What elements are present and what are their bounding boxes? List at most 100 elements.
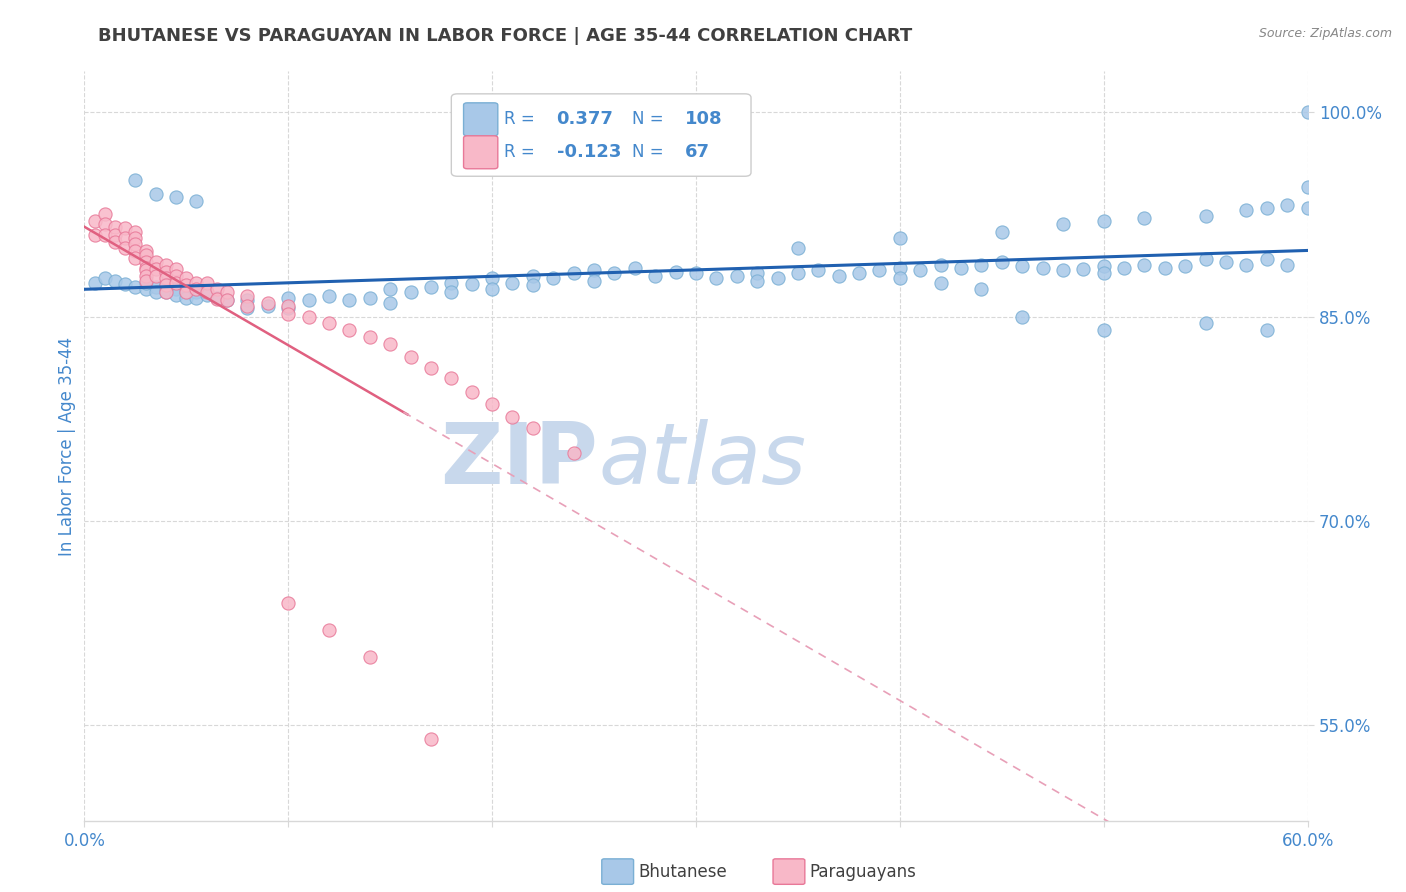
Point <box>1032 260 1054 275</box>
Point <box>1256 252 1278 267</box>
Point <box>807 263 830 277</box>
Point <box>277 307 299 321</box>
Point <box>624 260 647 275</box>
Point <box>665 265 688 279</box>
FancyBboxPatch shape <box>464 136 498 169</box>
Point <box>205 282 228 296</box>
Point <box>155 277 177 291</box>
Point <box>277 596 299 610</box>
Point <box>889 230 911 244</box>
Point <box>1052 217 1074 231</box>
Point <box>83 276 105 290</box>
Point <box>145 268 167 283</box>
Point <box>114 230 136 244</box>
Point <box>93 271 115 285</box>
Point <box>277 291 299 305</box>
Point <box>481 282 503 296</box>
Point <box>522 421 544 435</box>
Text: atlas: atlas <box>598 419 806 502</box>
Point <box>1174 259 1197 273</box>
FancyBboxPatch shape <box>464 103 498 136</box>
Point <box>155 265 177 279</box>
Point <box>747 274 769 288</box>
Point <box>644 268 666 283</box>
Point <box>124 244 146 259</box>
Point <box>135 263 157 277</box>
Point <box>440 371 463 385</box>
Point <box>339 323 361 337</box>
Point <box>174 278 197 293</box>
Point <box>277 301 299 316</box>
Point <box>205 292 228 306</box>
Point <box>1277 198 1299 212</box>
Point <box>104 227 127 242</box>
Point <box>135 255 157 269</box>
Point <box>420 731 443 746</box>
Point <box>502 276 524 290</box>
Point <box>889 260 911 275</box>
Point <box>380 336 402 351</box>
Point <box>339 293 361 308</box>
Point <box>359 330 381 344</box>
Point <box>1133 211 1156 226</box>
Point <box>1296 201 1319 215</box>
Point <box>145 255 167 269</box>
Point <box>104 219 127 234</box>
Point <box>186 194 208 208</box>
Point <box>685 266 707 280</box>
Point <box>1133 258 1156 272</box>
Point <box>186 291 208 305</box>
Point <box>929 258 952 272</box>
Point <box>165 282 187 296</box>
Point <box>124 225 146 239</box>
Text: ZIP: ZIP <box>440 419 598 502</box>
Point <box>970 258 993 272</box>
Text: Paraguayans: Paraguayans <box>810 863 917 880</box>
FancyBboxPatch shape <box>451 94 751 177</box>
Point <box>562 446 585 460</box>
Point <box>104 274 127 288</box>
Point <box>135 268 157 283</box>
Point <box>787 242 810 256</box>
Point <box>93 227 115 242</box>
Point <box>135 282 157 296</box>
Point <box>583 263 606 277</box>
Point <box>1052 263 1074 277</box>
Text: 67: 67 <box>685 143 710 161</box>
Point <box>1236 258 1258 272</box>
Point <box>257 296 280 310</box>
Point <box>236 293 259 308</box>
Point <box>114 277 136 291</box>
Point <box>399 285 422 299</box>
Point <box>991 225 1014 239</box>
Point <box>747 266 769 280</box>
Point <box>104 235 127 249</box>
Point <box>93 217 115 231</box>
Point <box>1296 180 1319 194</box>
Point <box>481 397 503 411</box>
Point <box>236 301 259 316</box>
Point <box>165 190 187 204</box>
Point <box>1195 209 1218 223</box>
Text: Bhutanese: Bhutanese <box>638 863 727 880</box>
Point <box>380 296 402 310</box>
Point <box>318 317 340 331</box>
Point <box>522 278 544 293</box>
Point <box>124 279 146 293</box>
Point <box>910 263 932 277</box>
Point <box>93 207 115 221</box>
Point <box>991 255 1014 269</box>
Point <box>135 274 157 288</box>
Point <box>1073 261 1095 276</box>
Point <box>1195 317 1218 331</box>
Point <box>828 268 851 283</box>
Point <box>787 266 810 280</box>
Point <box>155 271 177 285</box>
FancyBboxPatch shape <box>773 859 804 884</box>
Point <box>1236 203 1258 218</box>
FancyBboxPatch shape <box>602 859 634 884</box>
Point <box>766 271 789 285</box>
Text: R =: R = <box>503 110 534 128</box>
Point <box>145 261 167 276</box>
Point <box>165 261 187 276</box>
